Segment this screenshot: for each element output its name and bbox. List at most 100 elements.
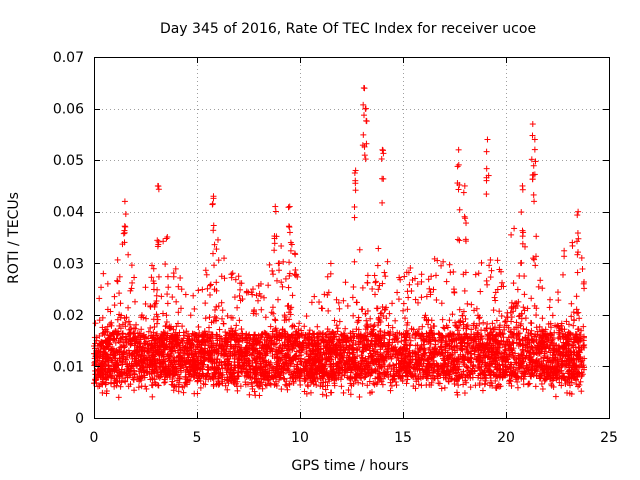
data-point [468, 301, 475, 308]
data-point [256, 392, 263, 399]
data-point [482, 380, 489, 387]
data-point [213, 246, 220, 253]
data-point [522, 243, 529, 250]
data-point [561, 247, 568, 254]
data-point [291, 271, 298, 278]
data-point [532, 262, 539, 269]
data-point [211, 306, 218, 313]
data-point [148, 382, 155, 389]
data-point [246, 331, 253, 338]
data-point [568, 313, 575, 320]
data-point [566, 321, 573, 328]
data-point [155, 273, 162, 280]
data-point [263, 382, 270, 389]
data-point [254, 382, 261, 389]
data-point [533, 312, 540, 319]
data-point [340, 389, 347, 396]
data-point [569, 239, 576, 246]
data-point [218, 299, 225, 306]
data-point [539, 385, 546, 392]
data-point [253, 292, 260, 299]
data-point [455, 382, 462, 389]
data-point [296, 320, 303, 327]
data-point [404, 306, 411, 313]
data-point [395, 296, 402, 303]
data-point [336, 305, 343, 312]
data-point [202, 300, 209, 307]
data-point [487, 274, 494, 281]
data-point [478, 327, 485, 334]
data-point [323, 392, 330, 399]
data-point [153, 292, 160, 299]
data-point [454, 343, 461, 350]
data-point [439, 316, 446, 323]
data-point [539, 285, 546, 292]
data-point [406, 281, 413, 288]
data-point [229, 270, 236, 277]
data-point [374, 262, 381, 269]
data-point [355, 317, 362, 324]
data-point [579, 265, 586, 272]
data-point [418, 271, 425, 278]
data-point [178, 305, 185, 312]
data-point [492, 297, 499, 304]
data-point [190, 292, 197, 299]
data-point [238, 326, 245, 333]
data-point [138, 326, 145, 333]
data-point [510, 280, 517, 287]
data-point [261, 294, 268, 301]
data-point [342, 279, 349, 286]
data-point [276, 267, 283, 274]
data-point [265, 282, 272, 289]
data-point [214, 332, 221, 339]
data-point [511, 225, 518, 232]
data-point [400, 300, 407, 307]
data-point [206, 291, 213, 298]
data-point [389, 300, 396, 307]
data-point [216, 326, 223, 333]
data-point [303, 313, 310, 320]
data-point [309, 330, 316, 337]
data-point [177, 274, 184, 281]
data-point [285, 284, 292, 291]
data-point [350, 312, 357, 319]
data-point [488, 267, 495, 274]
data-point [279, 283, 286, 290]
data-point [272, 325, 279, 332]
data-point [202, 267, 209, 274]
data-point [272, 317, 279, 324]
data-point [475, 270, 482, 277]
data-point [246, 391, 253, 398]
data-point [533, 233, 540, 240]
data-point [418, 294, 425, 301]
data-point [158, 293, 165, 300]
data-point [231, 294, 238, 301]
data-point [162, 261, 169, 268]
data-point [334, 328, 341, 335]
data-point [351, 258, 358, 265]
data-point [284, 303, 291, 310]
data-point [350, 283, 357, 290]
data-point [114, 256, 121, 263]
data-point [364, 272, 371, 279]
data-point [98, 284, 105, 291]
data-point [438, 300, 445, 307]
data-point [276, 260, 283, 267]
data-point [517, 260, 524, 267]
data-point [211, 313, 218, 320]
data-point [443, 278, 450, 285]
data-point [538, 380, 545, 387]
data-point [275, 296, 282, 303]
data-point [131, 387, 138, 394]
data-point [164, 234, 171, 241]
data-point [199, 286, 206, 293]
data-point [405, 294, 412, 301]
data-point [461, 287, 468, 294]
data-point [215, 257, 222, 264]
data-point [142, 284, 149, 291]
data-point [180, 329, 187, 336]
data-point [236, 317, 243, 324]
data-point [387, 387, 394, 394]
data-point [254, 297, 261, 304]
